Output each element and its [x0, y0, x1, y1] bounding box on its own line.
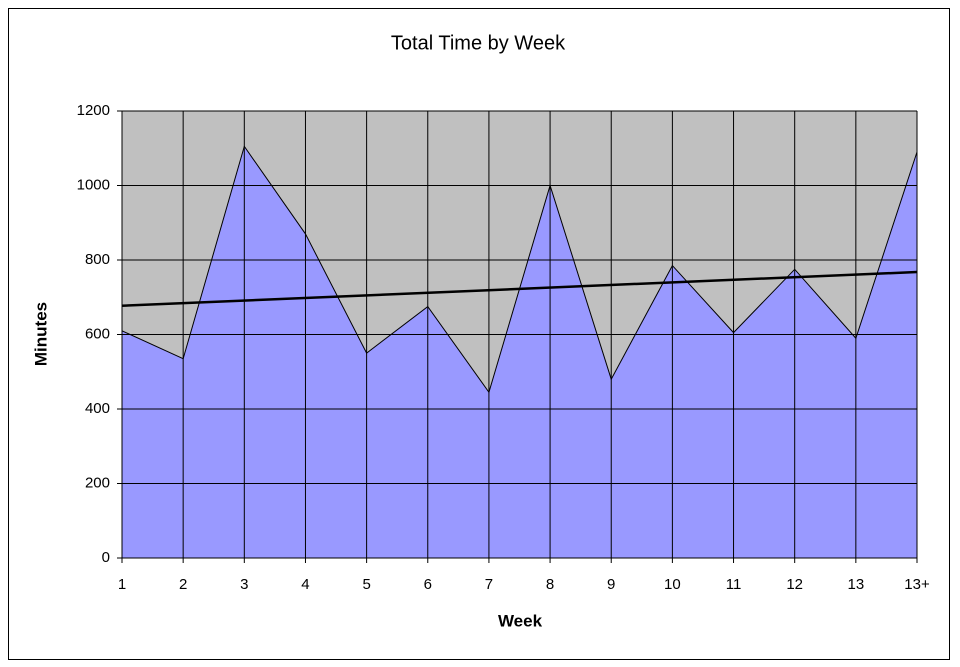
y-tick-label: 600	[85, 325, 110, 342]
x-tick-label: 2	[179, 576, 187, 593]
chart-title: Total Time by Week	[391, 32, 566, 54]
x-tick-label: 12	[786, 576, 803, 593]
x-tick-label: 8	[546, 576, 554, 593]
y-tick-label: 1200	[77, 102, 110, 119]
y-tick-label: 200	[85, 474, 110, 491]
x-tick-label: 4	[301, 576, 309, 593]
y-tick-label: 0	[102, 549, 110, 566]
x-tick-label: 6	[424, 576, 432, 593]
area	[122, 146, 917, 558]
y-tick-label: 400	[85, 400, 110, 417]
trendline	[121, 270, 918, 307]
y-axis-title: Minutes	[31, 302, 50, 366]
x-tick-label: 7	[485, 576, 493, 593]
x-tick-label: 5	[362, 576, 370, 593]
x-tick-label: 1	[118, 576, 126, 593]
x-tick-label: 3	[240, 576, 248, 593]
x-tick-label: 13+	[904, 576, 930, 593]
y-tick-label: 1000	[77, 176, 110, 193]
x-tick-label: 9	[607, 576, 615, 593]
x-tick-label: 10	[664, 576, 681, 593]
x-tick-label: 13	[848, 576, 865, 593]
x-tick-label: 11	[726, 576, 742, 593]
y-tick-label: 800	[85, 251, 110, 268]
x-axis-title: Week	[498, 611, 543, 630]
